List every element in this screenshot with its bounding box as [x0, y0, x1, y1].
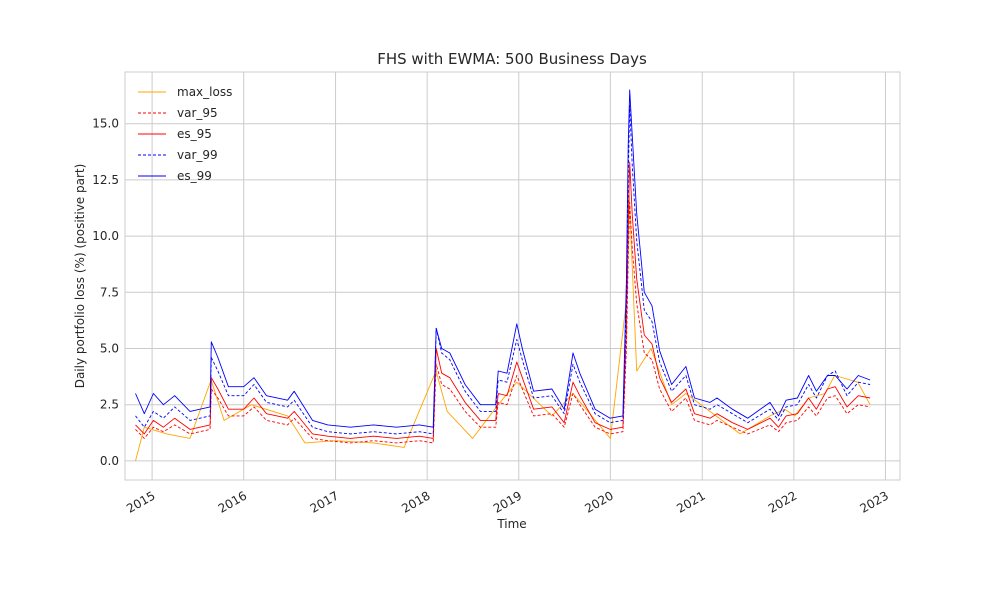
x-axis-label: Time: [496, 517, 526, 531]
chart-title: FHS with EWMA: 500 Business Days: [377, 50, 647, 68]
y-tick-label: 5.0: [100, 341, 119, 355]
series-es-95: [135, 161, 871, 439]
grid: [125, 72, 900, 480]
y-tick-label: 12.5: [92, 173, 119, 187]
legend-label: var_99: [177, 148, 218, 162]
y-tick-label: 10.0: [92, 229, 119, 243]
y-tick-labels: 0.0 2.5 5.0 7.5 10.0 12.5 15.0: [92, 117, 119, 468]
series-es-99: [135, 89, 871, 428]
y-tick-label: 0.0: [100, 454, 119, 468]
legend-label: es_95: [177, 127, 212, 141]
y-tick-label: 7.5: [100, 285, 119, 299]
series-var-99: [135, 105, 871, 435]
series-var-95: [135, 201, 871, 444]
series-max-loss: [135, 195, 871, 462]
legend-label: es_99: [177, 169, 212, 183]
legend-label: var_95: [177, 106, 218, 120]
series-layer: [135, 89, 871, 462]
y-tick-label: 2.5: [100, 398, 119, 412]
y-tick-label: 15.0: [92, 117, 119, 131]
plot-area: [125, 72, 900, 480]
legend-label: max_loss: [177, 85, 232, 99]
plot-frame: [124, 71, 901, 481]
y-axis-label: Daily portfolio loss (%) (positive part): [73, 164, 87, 389]
legend: max_loss var_95 es_95 var_99 es_99: [138, 85, 232, 183]
